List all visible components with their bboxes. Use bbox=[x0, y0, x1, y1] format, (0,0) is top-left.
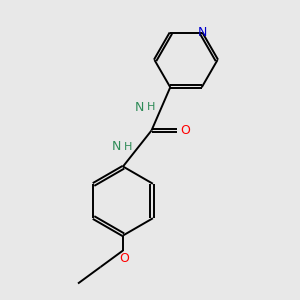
Text: H: H bbox=[124, 142, 132, 152]
Text: O: O bbox=[120, 252, 129, 266]
Text: N: N bbox=[112, 140, 121, 154]
Text: N: N bbox=[135, 101, 145, 114]
Text: N: N bbox=[198, 26, 207, 39]
Text: O: O bbox=[181, 124, 190, 137]
Text: H: H bbox=[147, 102, 155, 112]
